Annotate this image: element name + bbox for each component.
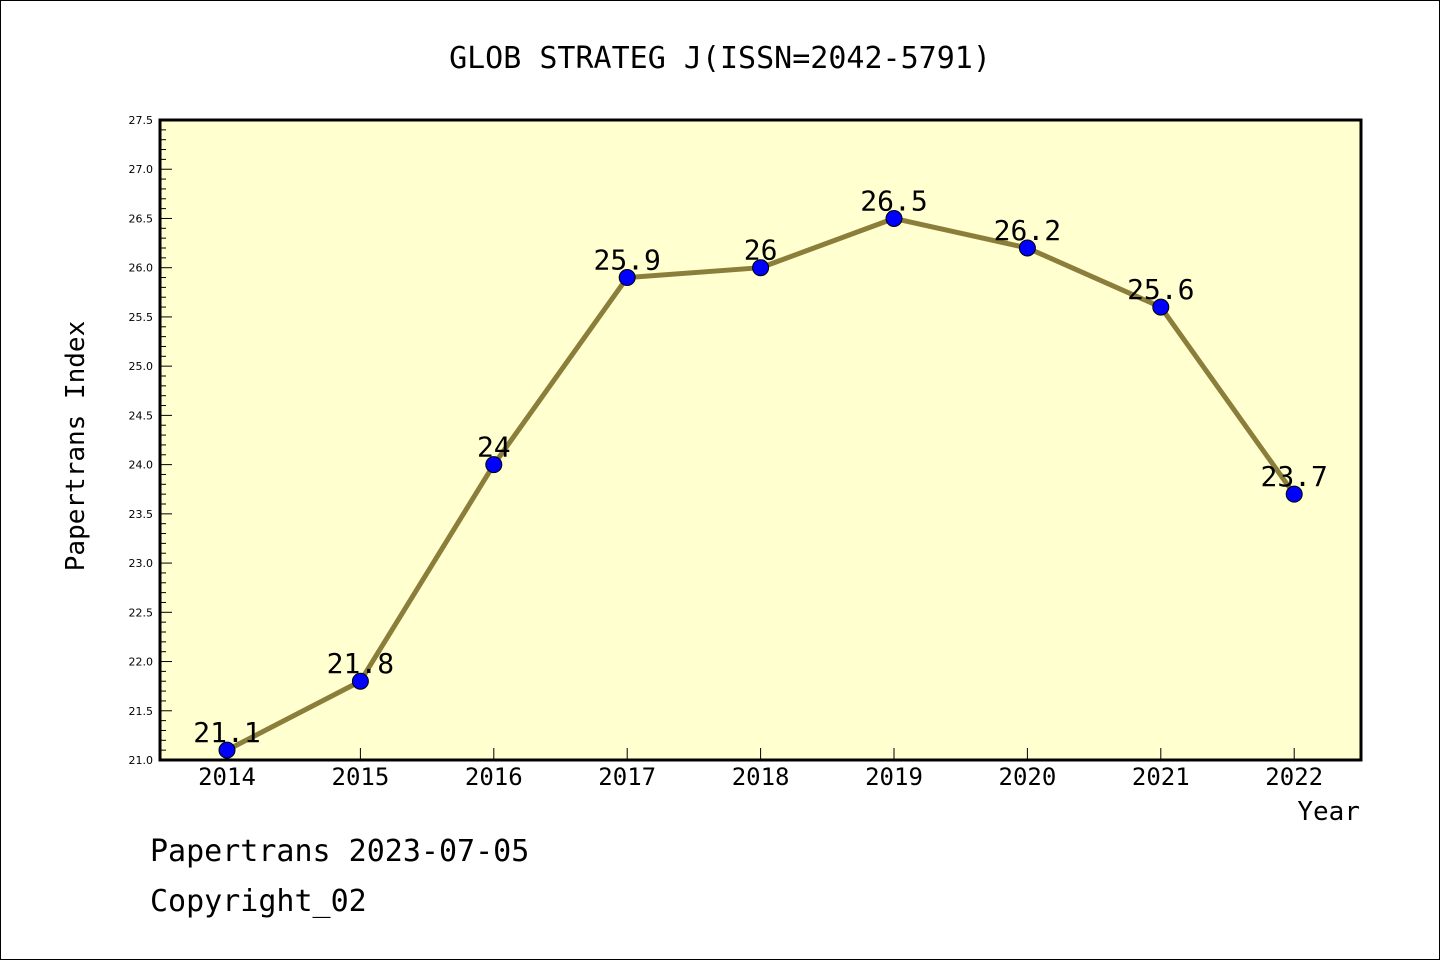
data-label: 26.2 (994, 214, 1061, 247)
data-point (1018, 239, 1036, 257)
y-tick-label: 23.5 (129, 508, 154, 521)
y-tick-label: 21.5 (129, 705, 154, 718)
y-tick-label: 23.0 (129, 557, 154, 570)
y-tick-label: 21.0 (129, 754, 154, 767)
x-tick-label: 2019 (865, 763, 923, 791)
footer-copyright: Copyright_02 (150, 884, 367, 919)
y-tick-label: 24.5 (129, 409, 154, 422)
series-markers (218, 209, 1303, 759)
y-tick-label: 27.5 (129, 114, 154, 127)
data-point (885, 209, 903, 227)
y-tick-label: 26.0 (129, 262, 154, 275)
data-point (752, 259, 770, 277)
y-tick-label: 26.5 (129, 212, 154, 225)
x-axis-label: Year (1297, 797, 1360, 827)
x-tick-label: 2017 (598, 763, 656, 791)
x-tick-label: 2021 (1132, 763, 1190, 791)
plot-area (158, 118, 1363, 762)
y-tick-label: 24.0 (129, 459, 154, 472)
x-axis: 2014 2015 2016 2017 2018 2019 2020 2021 2022 (198, 748, 1323, 791)
data-label: 24 (477, 431, 511, 464)
x-tick-label: 2014 (198, 763, 256, 791)
data-label: 23.7 (1260, 460, 1327, 493)
x-tick-label: 2022 (1265, 763, 1323, 791)
data-point (485, 456, 503, 474)
y-axis-label: Papertrans Index (61, 321, 91, 571)
data-label: 25.9 (593, 244, 660, 277)
data-labels: 21.1 21.8 24 25.9 26 26.5 26.2 25.6 23.7 (193, 184, 1328, 749)
data-label: 26 (744, 234, 778, 267)
data-point (1285, 485, 1303, 503)
y-axis: 21.0 21.5 22.0 22.5 23.0 23.5 24.0 24.5 25.0 25.5… (129, 114, 172, 767)
y-tick-label: 22.5 (129, 606, 154, 619)
data-point (1152, 298, 1170, 316)
y-tick-label: 25.0 (129, 360, 154, 373)
data-point (618, 269, 636, 287)
x-tick-label: 2020 (999, 763, 1057, 791)
data-label: 26.5 (860, 184, 927, 217)
data-label: 21.1 (193, 716, 260, 749)
x-tick-label: 2016 (465, 763, 523, 791)
data-label: 21.8 (327, 647, 394, 680)
y-tick-label: 25.5 (129, 311, 154, 324)
data-point (351, 672, 369, 690)
x-tick-label: 2018 (732, 763, 790, 791)
chart-title: GLOB STRATEG J(ISSN=2042-5791) (449, 41, 991, 76)
x-tick-label: 2015 (332, 763, 390, 791)
footer-date: Papertrans 2023-07-05 (150, 834, 530, 869)
y-tick-label: 27.0 (129, 163, 154, 176)
y-tick-label: 22.0 (129, 656, 154, 669)
data-label: 25.6 (1127, 273, 1194, 306)
data-point (218, 741, 236, 759)
